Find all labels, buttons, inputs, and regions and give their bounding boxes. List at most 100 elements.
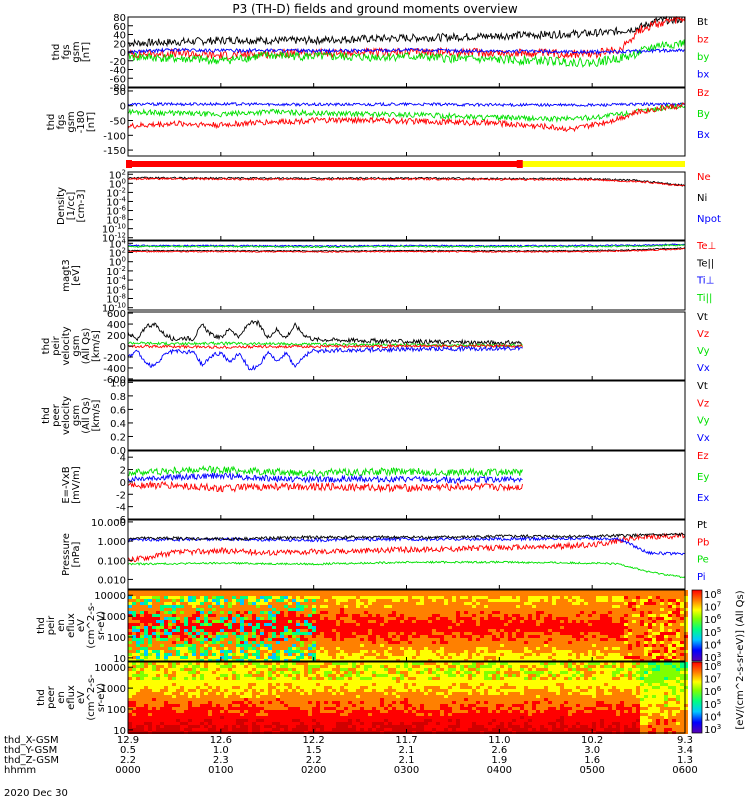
heatmap-cell — [588, 635, 592, 638]
heatmap-cell — [136, 668, 140, 671]
heatmap-cell — [216, 617, 220, 620]
heatmap-cell — [208, 707, 212, 710]
heatmap-cell — [300, 680, 304, 683]
heatmap-cell — [448, 653, 452, 656]
heatmap-cell — [352, 599, 356, 602]
heatmap-cell — [216, 638, 220, 641]
heatmap-cell — [296, 680, 300, 683]
heatmap-cell — [316, 662, 320, 665]
heatmap-cell — [528, 605, 532, 608]
heatmap-cell — [208, 617, 212, 620]
heatmap-cell — [460, 635, 464, 638]
heatmap-cell — [388, 638, 392, 641]
heatmap-cell — [528, 608, 532, 611]
heatmap-cell — [256, 629, 260, 632]
heatmap-cell — [676, 602, 680, 605]
heatmap-cell — [296, 590, 300, 593]
heatmap-cell — [556, 635, 560, 638]
heatmap-cell — [552, 635, 556, 638]
heatmap-cell — [256, 683, 260, 686]
heatmap-cell — [416, 617, 420, 620]
heatmap-cell — [660, 611, 664, 614]
heatmap-cell — [392, 626, 396, 629]
y-tick-label: -400 — [103, 364, 126, 375]
heatmap-cell — [232, 686, 236, 689]
heatmap-cell — [364, 626, 368, 629]
heatmap-cell — [536, 605, 540, 608]
heatmap-cell — [564, 638, 568, 641]
heatmap-cell — [340, 686, 344, 689]
heatmap-cell — [188, 680, 192, 683]
heatmap-cell — [520, 593, 524, 596]
heatmap-cell — [356, 647, 360, 650]
heatmap-cell — [388, 599, 392, 602]
heatmap-cell — [620, 644, 624, 647]
heatmap-cell — [160, 692, 164, 695]
heatmap-cell — [468, 620, 472, 623]
heatmap-cell — [532, 602, 536, 605]
heatmap-cell — [456, 632, 460, 635]
heatmap-cell — [324, 623, 328, 626]
heatmap-cell — [236, 728, 240, 731]
heatmap-cell — [592, 596, 596, 599]
heatmap-cell — [500, 602, 504, 605]
heatmap-cell — [252, 677, 256, 680]
heatmap-cell — [160, 671, 164, 674]
heatmap-cell — [300, 677, 304, 680]
heatmap-cell — [332, 680, 336, 683]
heatmap-cell — [192, 632, 196, 635]
heatmap-cell — [572, 638, 576, 641]
heatmap-cell — [284, 686, 288, 689]
heatmap-cell — [184, 617, 188, 620]
heatmap-cell — [260, 638, 264, 641]
heatmap-cell — [664, 599, 668, 602]
heatmap-cell — [428, 629, 432, 632]
heatmap-cell — [284, 656, 288, 659]
heatmap-cell — [316, 608, 320, 611]
heatmap-cell — [144, 614, 148, 617]
heatmap-cell — [424, 656, 428, 659]
heatmap-cell — [340, 641, 344, 644]
heatmap-cell — [264, 722, 268, 725]
y-tick-label: 10000 — [94, 591, 126, 602]
heatmap-cell — [396, 617, 400, 620]
heatmap-cell — [532, 644, 536, 647]
heatmap-cell — [200, 617, 204, 620]
heatmap-cell — [656, 593, 660, 596]
heatmap-cell — [476, 617, 480, 620]
heatmap-cell — [156, 689, 160, 692]
heatmap-cell — [292, 590, 296, 593]
heatmap-cell — [320, 620, 324, 623]
heatmap-cell — [288, 611, 292, 614]
heatmap-cell — [396, 620, 400, 623]
heatmap-cell — [488, 638, 492, 641]
heatmap-cell — [208, 629, 212, 632]
heatmap-cell — [592, 623, 596, 626]
heatmap-cell — [564, 593, 568, 596]
heatmap-cell — [312, 590, 316, 593]
heatmap-cell — [332, 662, 336, 665]
heatmap-cell — [464, 626, 468, 629]
heatmap-cell — [372, 641, 376, 644]
heatmap-cell — [304, 635, 308, 638]
heatmap-cell — [584, 593, 588, 596]
heatmap-cell — [408, 650, 412, 653]
heatmap-cell — [344, 698, 348, 701]
heatmap-cell — [532, 596, 536, 599]
heatmap-cell — [236, 647, 240, 650]
heatmap-cell — [264, 611, 268, 614]
heatmap-cell — [396, 632, 400, 635]
heatmap-cell — [344, 701, 348, 704]
heatmap-cell — [608, 632, 612, 635]
heatmap-cell — [160, 593, 164, 596]
heatmap-cell — [388, 626, 392, 629]
heatmap-cell — [524, 605, 528, 608]
heatmap-cell — [300, 728, 304, 731]
heatmap-cell — [252, 647, 256, 650]
heatmap-cell — [572, 629, 576, 632]
heatmap-cell — [668, 605, 672, 608]
heatmap-cell — [488, 650, 492, 653]
heatmap-cell — [264, 704, 268, 707]
heatmap-cell — [476, 596, 480, 599]
heatmap-cell — [632, 653, 636, 656]
